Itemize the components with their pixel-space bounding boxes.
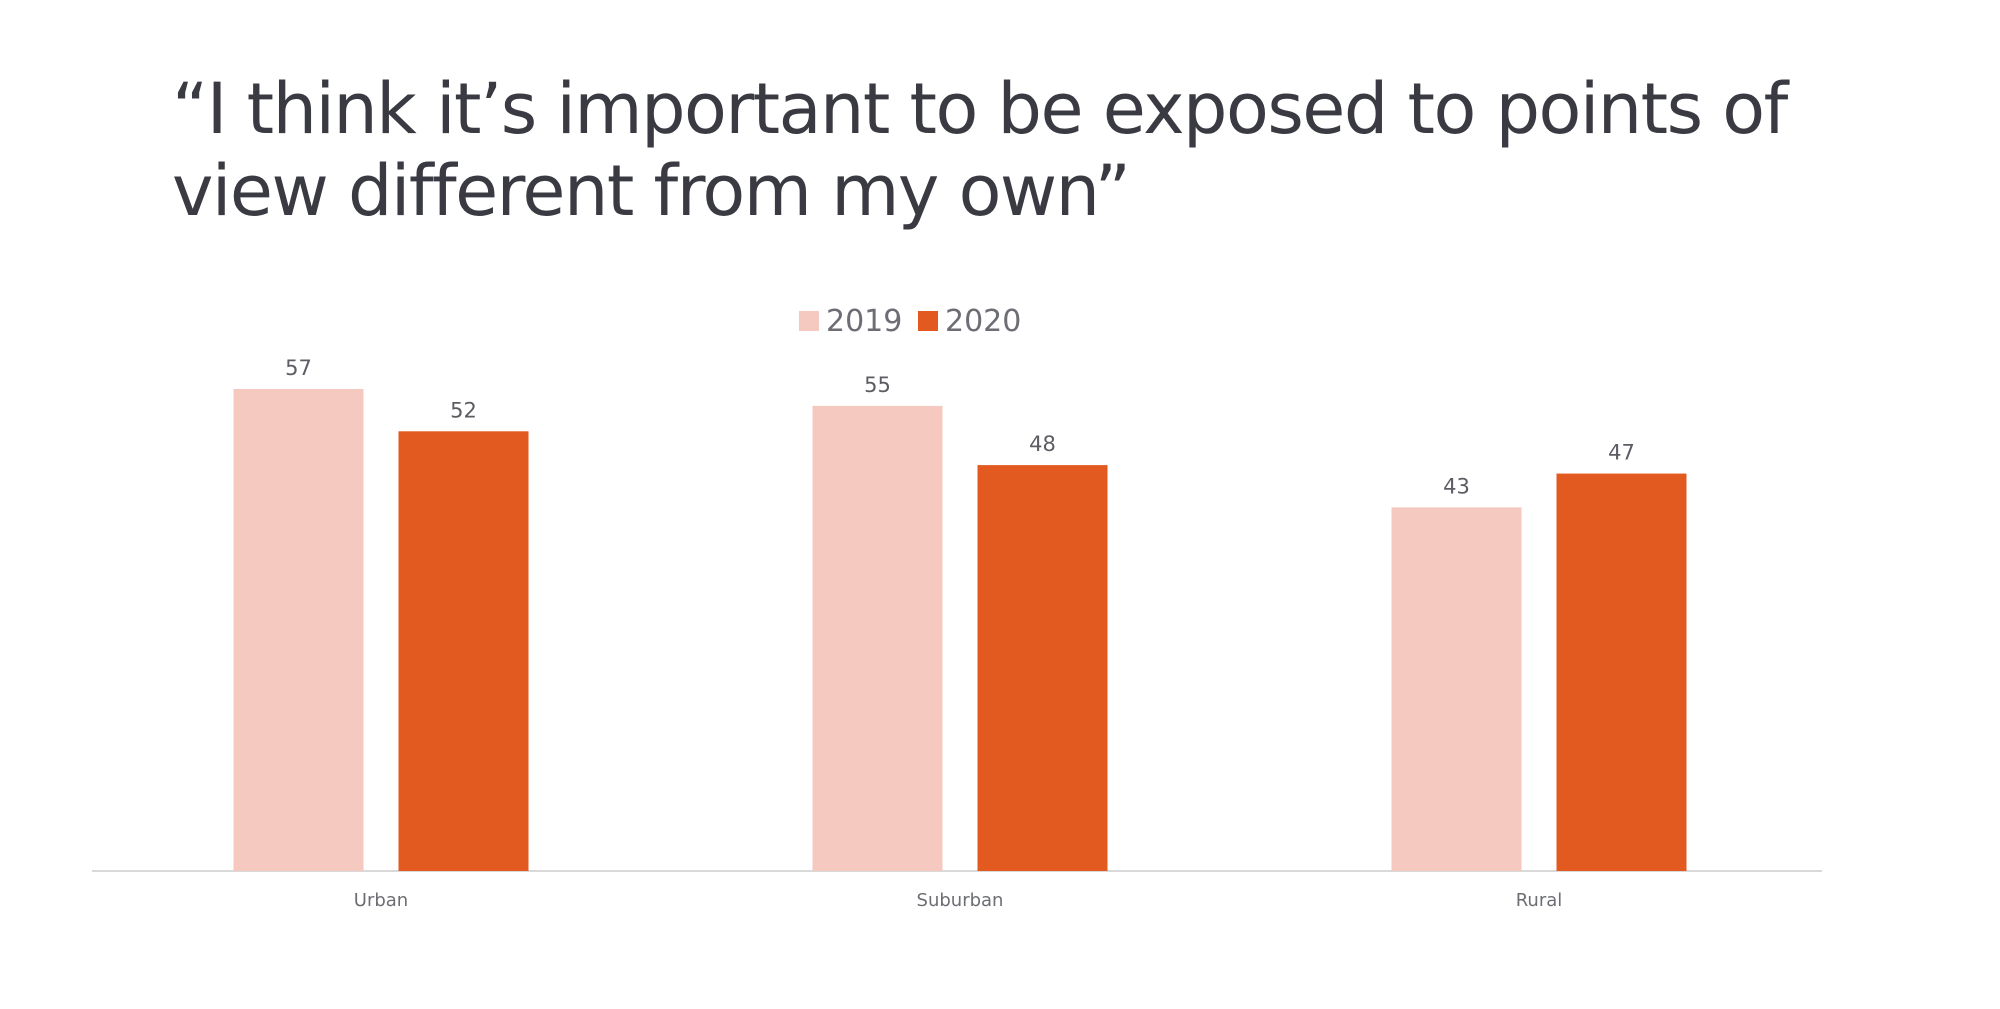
category-label-suburban: Suburban bbox=[917, 890, 1004, 911]
data-label-suburban-2020: 48 bbox=[1029, 432, 1056, 456]
data-label-rural-2019: 43 bbox=[1443, 474, 1470, 498]
data-label-suburban-2019: 55 bbox=[864, 373, 891, 397]
legend-swatch-2019 bbox=[799, 311, 819, 331]
legend-item-2019: 2019 bbox=[799, 304, 902, 339]
data-label-urban-2019: 57 bbox=[285, 356, 312, 380]
legend-item-2020: 2020 bbox=[918, 304, 1021, 339]
bar-suburban-2020 bbox=[977, 465, 1108, 871]
category-labels: Urban Suburban Rural bbox=[354, 890, 1563, 911]
chart-title: “I think it’s important to be exposed to… bbox=[172, 68, 1788, 232]
bar-rural-2020 bbox=[1556, 473, 1687, 871]
data-label-rural-2020: 47 bbox=[1608, 441, 1635, 465]
bar-rural-2019 bbox=[1391, 507, 1522, 871]
category-label-rural: Rural bbox=[1516, 890, 1563, 911]
legend-label-2019: 2019 bbox=[826, 304, 902, 339]
bars-group: 57 52 55 48 43 47 bbox=[233, 356, 1687, 871]
data-label-urban-2020: 52 bbox=[450, 398, 477, 422]
bar-suburban-2019 bbox=[812, 405, 943, 871]
bar-urban-2020 bbox=[398, 431, 529, 871]
bar-urban-2019 bbox=[233, 389, 364, 871]
legend-label-2020: 2020 bbox=[945, 304, 1021, 339]
legend-swatch-2020 bbox=[918, 311, 938, 331]
chart-legend: 2019 2020 bbox=[799, 304, 1021, 339]
category-label-urban: Urban bbox=[354, 890, 408, 911]
